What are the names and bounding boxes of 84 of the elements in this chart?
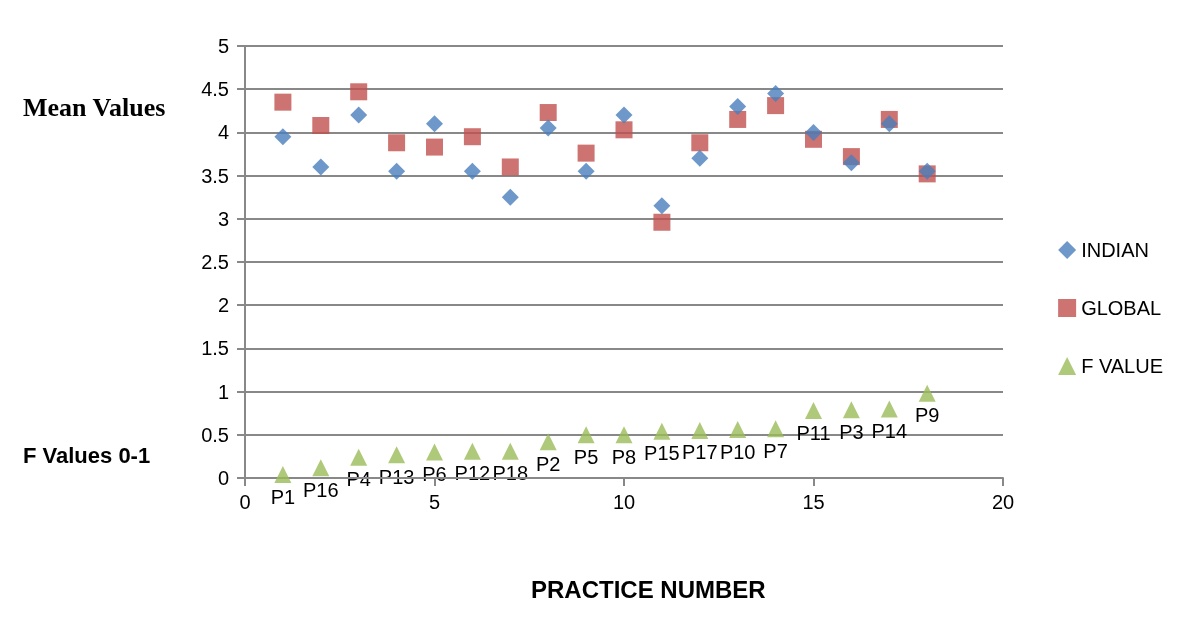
point <box>577 144 595 162</box>
point <box>767 85 785 103</box>
point <box>274 93 292 111</box>
annotation: P10 <box>719 440 756 463</box>
annotation: P17 <box>682 441 718 464</box>
annotation: P1 <box>270 485 296 508</box>
y-tick-label: 4.5 <box>201 78 229 101</box>
annotation: P5 <box>573 445 599 468</box>
point <box>615 121 633 139</box>
point <box>653 197 671 215</box>
point <box>388 134 406 152</box>
point <box>918 384 936 402</box>
y-tick-label: 0 <box>217 467 229 489</box>
y-tick-label: 2.5 <box>201 251 229 273</box>
y-tick-label: 5 <box>217 35 229 57</box>
point <box>653 422 671 440</box>
point <box>805 402 822 420</box>
point <box>388 162 406 180</box>
x-tick-label: 15 <box>802 491 825 513</box>
point <box>577 426 595 444</box>
point <box>539 119 557 137</box>
annotation: P15 <box>644 442 680 465</box>
point <box>805 123 822 141</box>
point <box>463 442 481 460</box>
point <box>880 115 898 133</box>
y-tick-label: 3.5 <box>201 164 229 187</box>
point <box>463 128 481 146</box>
point <box>312 158 330 176</box>
y-axis-title: Mean Values <box>23 92 166 122</box>
y-tick-label: 0.5 <box>201 423 229 446</box>
legend-label: F VALUE <box>1081 355 1163 377</box>
annotation: P9 <box>914 404 940 427</box>
point <box>842 401 860 419</box>
point <box>274 128 292 146</box>
point <box>274 466 292 484</box>
point <box>501 442 519 460</box>
point <box>729 97 747 115</box>
point <box>880 400 898 418</box>
annotation: P3 <box>839 420 864 443</box>
annotation: P11 <box>796 421 831 444</box>
x-tick-label: 20 <box>991 491 1015 513</box>
point <box>539 433 557 451</box>
x-tick-label: 5 <box>428 491 441 513</box>
point <box>501 158 519 176</box>
annotation: P16 <box>303 478 339 501</box>
legend-label: INDIAN <box>1081 239 1149 261</box>
x-tick-label: 0 <box>239 491 251 513</box>
point <box>312 459 330 477</box>
point <box>350 83 368 101</box>
point <box>691 134 709 152</box>
annotation: P14 <box>871 419 908 442</box>
y-tick-label: 1 <box>217 380 229 403</box>
point <box>350 448 368 466</box>
point <box>539 104 557 122</box>
y-tick-label: 4 <box>217 121 229 144</box>
point <box>615 426 633 444</box>
point <box>767 420 785 438</box>
y-tick-label: 2 <box>217 294 229 317</box>
point <box>729 110 747 128</box>
point <box>577 162 595 180</box>
point <box>842 154 860 172</box>
annotation: P2 <box>535 452 561 475</box>
y-tick-label: 1.5 <box>201 337 229 360</box>
point <box>426 443 443 461</box>
point <box>463 162 481 180</box>
text: F Values 0-1 <box>23 442 151 468</box>
annotation: P8 <box>611 445 637 468</box>
point <box>426 115 443 133</box>
point <box>388 446 406 464</box>
annotation: P7 <box>763 439 788 462</box>
point <box>691 149 709 167</box>
point <box>501 188 519 206</box>
point <box>615 106 633 124</box>
point <box>426 138 443 156</box>
y-tick-label: 3 <box>217 207 229 230</box>
point <box>350 106 368 124</box>
point <box>729 421 747 439</box>
point <box>312 116 330 134</box>
legend-label: GLOBAL <box>1081 297 1162 319</box>
point <box>653 213 671 231</box>
x-axis-title: PRACTICE NUMBER <box>531 575 766 603</box>
point <box>691 421 709 439</box>
point <box>767 97 785 115</box>
x-tick-label: 10 <box>612 491 636 513</box>
